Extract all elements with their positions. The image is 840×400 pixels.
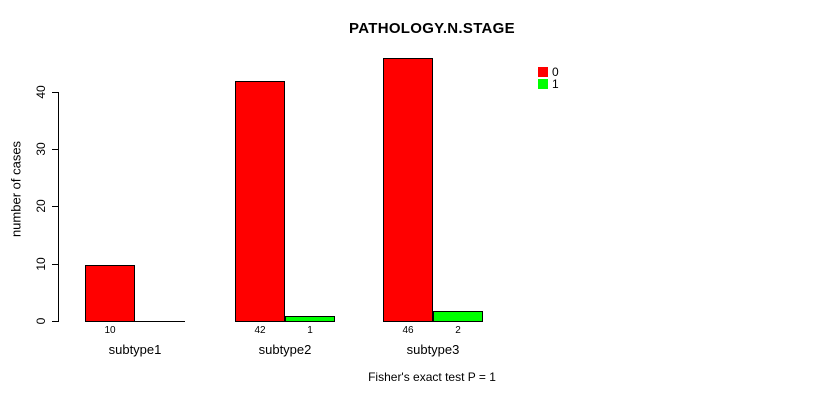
bar-value-label: 46 — [402, 325, 414, 336]
y-tick-mark — [52, 92, 58, 93]
bar-segment-subtype2-series0 — [235, 81, 285, 322]
zero-bar-baseline — [135, 321, 185, 322]
y-tick-label: 20 — [34, 199, 48, 213]
y-tick-mark — [52, 321, 58, 322]
bar-value-label: 2 — [455, 325, 461, 336]
bar-segment-subtype3-series1 — [433, 311, 483, 322]
category-label-subtype3: subtype3 — [406, 342, 460, 357]
bar-value-label: 42 — [254, 325, 266, 336]
category-label-subtype1: subtype1 — [108, 342, 162, 357]
bar-segment-subtype1-series0 — [85, 265, 135, 322]
y-tick-label: 40 — [34, 85, 48, 99]
bar-value-label: 10 — [104, 325, 116, 336]
legend-swatch-1 — [538, 79, 548, 89]
fisher-test-annotation: Fisher's exact test P = 1 — [368, 370, 496, 384]
legend-swatch-0 — [538, 67, 548, 77]
chart-title: PATHOLOGY.N.STAGE — [349, 20, 515, 37]
bar-value-label: 1 — [307, 325, 313, 336]
y-tick-mark — [52, 206, 58, 207]
bar-segment-subtype3-series0 — [383, 58, 433, 322]
y-tick-mark — [52, 264, 58, 265]
category-label-subtype2: subtype2 — [258, 342, 312, 357]
y-axis-label: number of cases — [8, 140, 24, 238]
legend-label: 1 — [552, 77, 559, 91]
y-tick-label: 30 — [34, 142, 48, 156]
bar-segment-subtype2-series1 — [285, 316, 335, 322]
y-tick-mark — [52, 149, 58, 150]
y-tick-label: 10 — [34, 257, 48, 271]
y-tick-label: 0 — [34, 317, 48, 325]
legend-label: 0 — [552, 65, 559, 79]
y-axis-line — [58, 92, 59, 322]
